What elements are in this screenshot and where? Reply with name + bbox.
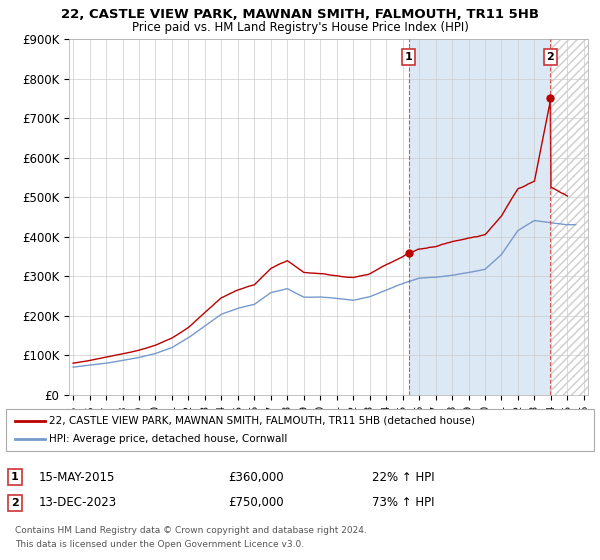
Text: 22% ↑ HPI: 22% ↑ HPI <box>372 470 434 484</box>
Text: HPI: Average price, detached house, Cornwall: HPI: Average price, detached house, Corn… <box>49 434 287 444</box>
Bar <box>550 39 588 395</box>
Text: Price paid vs. HM Land Registry's House Price Index (HPI): Price paid vs. HM Land Registry's House … <box>131 21 469 34</box>
Text: 13-DEC-2023: 13-DEC-2023 <box>39 496 117 510</box>
Text: 73% ↑ HPI: 73% ↑ HPI <box>372 496 434 510</box>
Bar <box>409 39 550 395</box>
Text: 1: 1 <box>405 52 413 62</box>
Text: £360,000: £360,000 <box>228 470 284 484</box>
Text: 22, CASTLE VIEW PARK, MAWNAN SMITH, FALMOUTH, TR11 5HB (detached house): 22, CASTLE VIEW PARK, MAWNAN SMITH, FALM… <box>49 416 475 426</box>
Text: 2: 2 <box>11 498 19 508</box>
Text: 22, CASTLE VIEW PARK, MAWNAN SMITH, FALMOUTH, TR11 5HB: 22, CASTLE VIEW PARK, MAWNAN SMITH, FALM… <box>61 8 539 21</box>
Text: £750,000: £750,000 <box>228 496 284 510</box>
Text: 1: 1 <box>11 472 19 482</box>
Text: 15-MAY-2015: 15-MAY-2015 <box>39 470 115 484</box>
Text: This data is licensed under the Open Government Licence v3.0.: This data is licensed under the Open Gov… <box>15 540 304 549</box>
Text: Contains HM Land Registry data © Crown copyright and database right 2024.: Contains HM Land Registry data © Crown c… <box>15 526 367 535</box>
Text: 2: 2 <box>547 52 554 62</box>
